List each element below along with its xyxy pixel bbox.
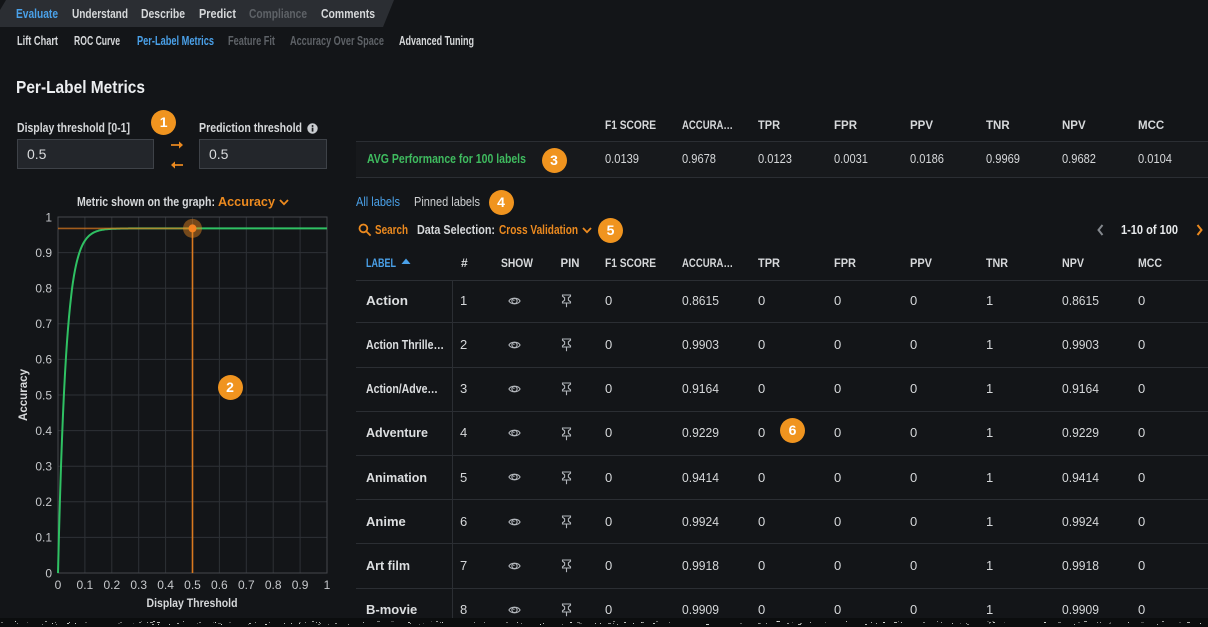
svg-text:0.2: 0.2 [35,495,52,509]
svg-text:Display Threshold: Display Threshold [147,596,238,610]
svg-text:0.6: 0.6 [35,353,52,367]
svg-text:0.7: 0.7 [238,578,255,592]
svg-text:0: 0 [55,578,62,592]
svg-text:0.5: 0.5 [35,388,52,402]
svg-text:Accuracy: Accuracy [16,369,30,421]
svg-text:0.3: 0.3 [130,578,147,592]
svg-text:0.9: 0.9 [292,578,309,592]
svg-text:0.8: 0.8 [265,578,282,592]
svg-text:0.6: 0.6 [211,578,228,592]
svg-text:0.4: 0.4 [35,424,52,438]
svg-text:0.8: 0.8 [35,282,52,296]
svg-text:0.1: 0.1 [77,578,94,592]
svg-text:0.4: 0.4 [157,578,174,592]
svg-text:0.9: 0.9 [35,246,52,260]
svg-text:0: 0 [45,566,52,580]
svg-text:0.2: 0.2 [103,578,120,592]
svg-text:0.7: 0.7 [35,317,52,331]
svg-text:1: 1 [324,578,331,592]
svg-text:1: 1 [45,210,52,224]
svg-text:0.1: 0.1 [35,531,52,545]
svg-text:0.3: 0.3 [35,460,52,474]
svg-text:0.5: 0.5 [184,578,201,592]
